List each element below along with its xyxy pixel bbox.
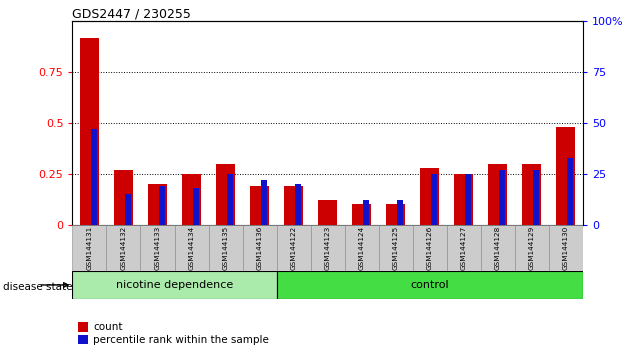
Text: GDS2447 / 230255: GDS2447 / 230255 xyxy=(72,7,192,20)
Bar xyxy=(80,38,99,225)
Text: GSM144131: GSM144131 xyxy=(86,226,93,270)
Bar xyxy=(114,170,133,225)
Text: GSM144130: GSM144130 xyxy=(563,226,569,270)
Bar xyxy=(106,225,140,271)
Bar xyxy=(277,225,311,271)
Bar xyxy=(499,170,505,225)
Text: GSM144123: GSM144123 xyxy=(324,226,331,270)
Text: GSM144124: GSM144124 xyxy=(358,226,365,270)
Bar xyxy=(295,184,301,225)
Bar xyxy=(182,174,201,225)
Bar xyxy=(72,225,106,271)
Legend: count, percentile rank within the sample: count, percentile rank within the sample xyxy=(77,322,269,345)
Bar xyxy=(352,205,371,225)
Text: GSM144122: GSM144122 xyxy=(290,226,297,270)
Bar xyxy=(91,129,96,225)
Bar xyxy=(148,184,167,225)
Bar xyxy=(250,186,269,225)
Text: control: control xyxy=(410,280,449,290)
Bar xyxy=(216,164,235,225)
Bar xyxy=(261,180,266,225)
Bar xyxy=(515,225,549,271)
Bar xyxy=(431,174,437,225)
Text: GSM144133: GSM144133 xyxy=(154,226,161,270)
Bar xyxy=(72,271,277,299)
Bar xyxy=(318,200,337,225)
Text: GSM144129: GSM144129 xyxy=(529,226,535,270)
Bar xyxy=(345,225,379,271)
Text: disease state: disease state xyxy=(3,282,72,292)
Bar xyxy=(420,168,439,225)
Bar xyxy=(567,158,573,225)
Bar xyxy=(379,225,413,271)
Text: GSM144136: GSM144136 xyxy=(256,226,263,270)
Bar xyxy=(175,225,209,271)
Text: GSM144134: GSM144134 xyxy=(188,226,195,270)
Bar xyxy=(447,225,481,271)
Bar xyxy=(363,200,369,225)
Text: GSM144128: GSM144128 xyxy=(495,226,501,270)
Bar xyxy=(533,170,539,225)
Bar xyxy=(465,174,471,225)
Bar xyxy=(413,225,447,271)
Text: GSM144127: GSM144127 xyxy=(461,226,467,270)
Bar xyxy=(284,186,303,225)
Bar xyxy=(481,225,515,271)
Bar xyxy=(125,194,130,225)
Bar xyxy=(488,164,507,225)
Text: GSM144125: GSM144125 xyxy=(392,226,399,270)
Text: GSM144126: GSM144126 xyxy=(427,226,433,270)
Text: GSM144135: GSM144135 xyxy=(222,226,229,270)
Bar xyxy=(522,164,541,225)
Text: GSM144132: GSM144132 xyxy=(120,226,127,270)
Bar xyxy=(277,271,583,299)
Bar xyxy=(159,186,164,225)
Bar xyxy=(209,225,243,271)
Bar xyxy=(386,205,405,225)
Bar xyxy=(454,174,473,225)
Text: nicotine dependence: nicotine dependence xyxy=(116,280,233,290)
Bar xyxy=(193,188,198,225)
Bar xyxy=(243,225,277,271)
Bar xyxy=(397,200,403,225)
Bar xyxy=(549,225,583,271)
Bar xyxy=(556,127,575,225)
Bar xyxy=(227,174,232,225)
Bar xyxy=(140,225,175,271)
Bar xyxy=(311,225,345,271)
